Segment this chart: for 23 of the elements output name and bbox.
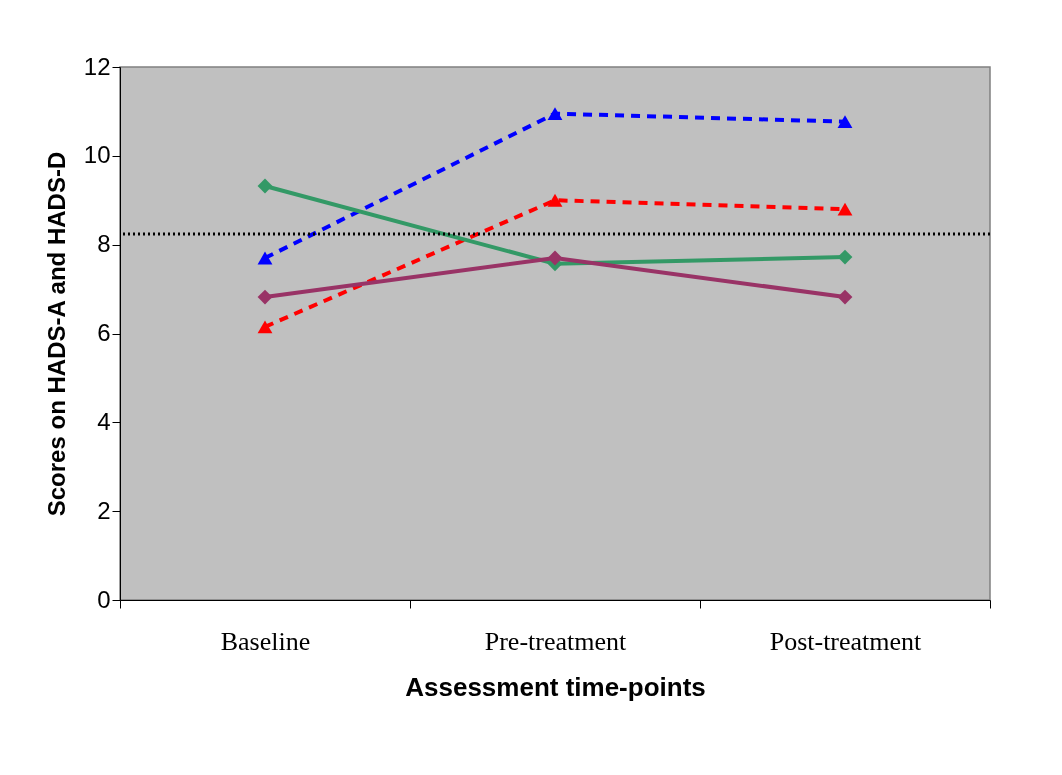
y-axis-title: Scores on HADS-A and HADS-D xyxy=(42,151,70,517)
point xyxy=(547,193,563,207)
y-tick-label: 0 xyxy=(97,585,111,613)
point xyxy=(547,250,563,266)
y-tick-label: 6 xyxy=(97,319,111,346)
point xyxy=(837,249,853,265)
x-axis-title: Assessment time-points xyxy=(405,671,706,702)
point xyxy=(547,107,563,121)
point xyxy=(257,289,273,305)
point xyxy=(837,202,853,216)
point xyxy=(257,320,273,334)
x-tick-label: Pre-treatment xyxy=(484,626,628,656)
point xyxy=(837,289,853,305)
x-tick-label: Baseline xyxy=(220,626,311,656)
y-tick-label: 8 xyxy=(97,230,111,258)
point xyxy=(257,178,273,194)
y-tick-label: 4 xyxy=(97,407,111,435)
y-tick-label: 10 xyxy=(83,141,111,169)
y-tick-label: 2 xyxy=(97,496,111,524)
point xyxy=(837,115,853,129)
y-tick-label: 12 xyxy=(83,52,111,80)
point xyxy=(257,251,273,265)
x-tick-label: Post-treatment xyxy=(769,626,923,656)
